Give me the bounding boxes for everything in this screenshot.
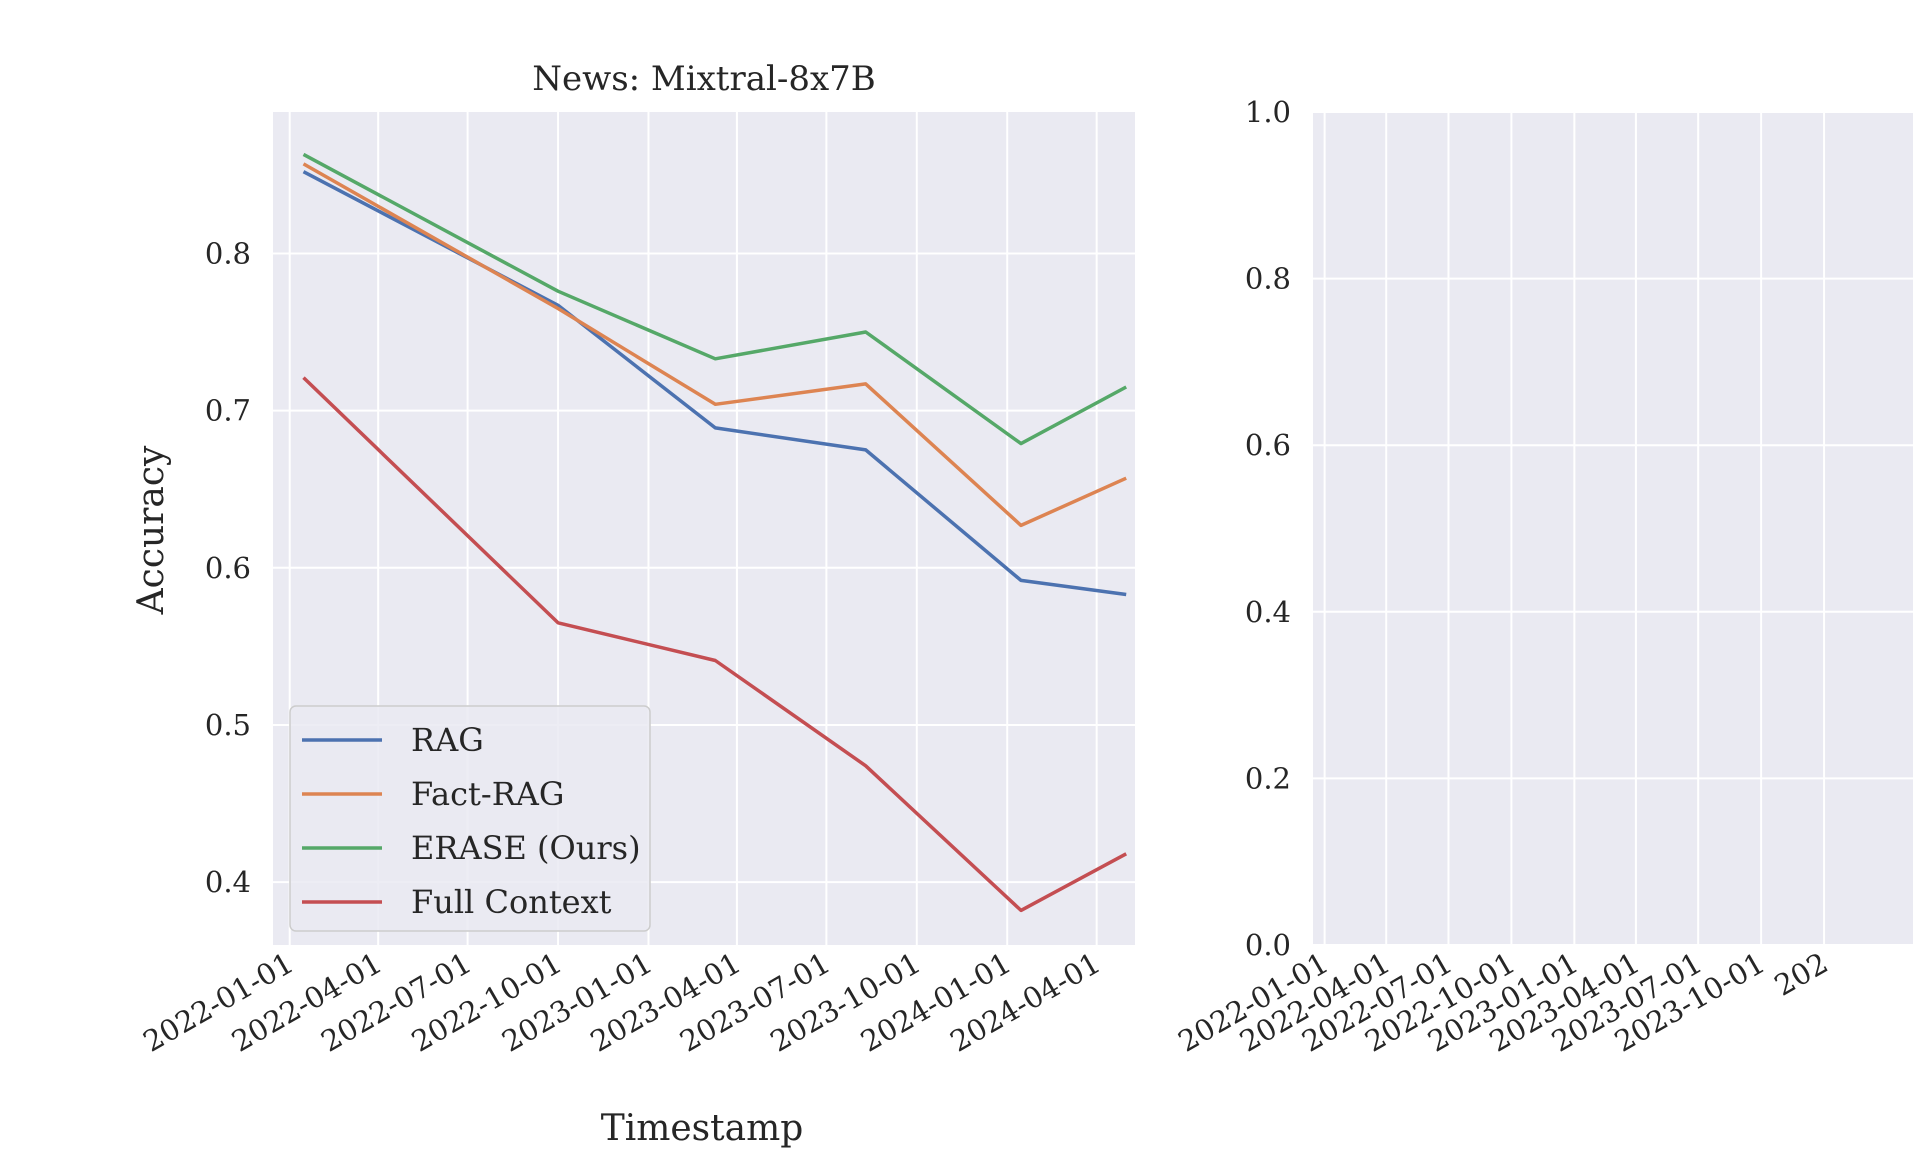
y-tick-labels: 0.4 0.5 0.6 0.7 0.8 — [205, 236, 251, 899]
chart-title: News: Mixtral-8x7B — [532, 59, 876, 99]
y-tick-label: 0.5 — [205, 708, 251, 742]
y-tick-label: 1.0 — [1245, 95, 1291, 129]
legend-box — [289, 705, 651, 932]
y-tick-labels: 0.0 0.2 0.4 0.6 0.8 1.0 — [1245, 95, 1291, 962]
legend-label: RAG — [411, 721, 484, 759]
series-lines — [302, 152, 1128, 913]
legend-label: Full Context — [411, 883, 612, 921]
y-tick-label: 0.6 — [205, 551, 251, 585]
y-tick-label: 0.2 — [1245, 761, 1291, 795]
x-tick-label: 202 — [1769, 946, 1834, 1003]
chart-right-empty: 2022-01-012022-04-012022-07-012022-10-01… — [1172, 95, 1913, 1059]
y-tick-label: 0.4 — [1245, 595, 1291, 629]
series-line-erase-ours — [302, 152, 1128, 446]
x-axis-label: Timestamp — [601, 1108, 804, 1149]
legend-label: ERASE (Ours) — [411, 829, 641, 867]
legend-label: Fact-RAG — [411, 775, 564, 813]
series-line-full-context — [302, 376, 1128, 913]
y-tick-label: 0.6 — [1245, 428, 1291, 462]
series-line-fact-rag — [302, 162, 1127, 528]
plot-area — [1313, 112, 1913, 945]
y-tick-label: 0.7 — [205, 394, 251, 428]
x-tick-labels: 2022-01-012022-04-012022-07-012022-10-01… — [1172, 946, 1833, 1059]
y-tick-label: 0.8 — [1245, 262, 1291, 296]
y-tick-label: 0.0 — [1245, 928, 1291, 962]
chart-news-mixtral: 2022-01-012022-04-012022-07-012022-10-01… — [131, 59, 1135, 1149]
grid — [1313, 111, 1913, 946]
legend: RAG Fact-RAG ERASE (Ours) Full Context — [289, 705, 651, 932]
x-tick-labels: 2022-01-012022-04-012022-07-012022-10-01… — [137, 946, 1106, 1059]
y-tick-label: 0.8 — [205, 236, 251, 270]
y-axis-label: Accuracy — [131, 445, 172, 615]
y-tick-label: 0.4 — [205, 865, 251, 899]
